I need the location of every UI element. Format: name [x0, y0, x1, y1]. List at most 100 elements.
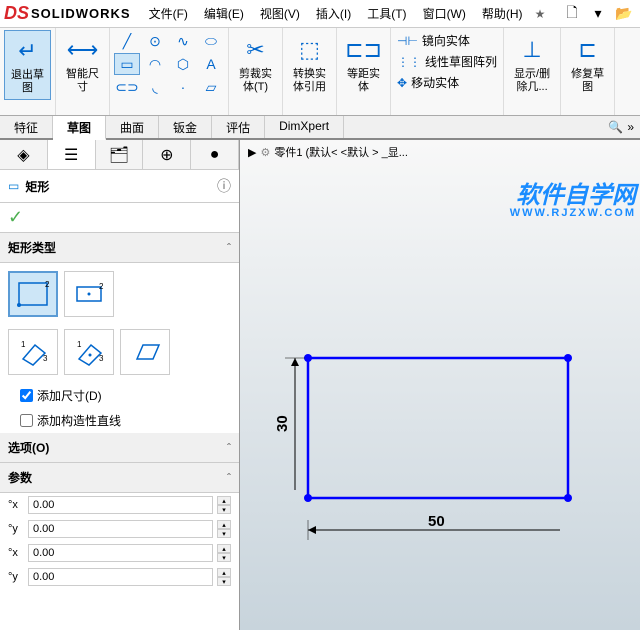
- ribbon: ↵ 退出草 图 ⟷ 智能尺 寸 ╱ ⊙ ∿ ⬭ ▭ ◠ ⬡ A ⊂⊃: [0, 28, 640, 116]
- tab-features[interactable]: 特征: [0, 116, 53, 138]
- move-button[interactable]: ✥ 移动实体: [397, 74, 459, 91]
- slot-icon[interactable]: ⊂⊃: [114, 76, 140, 98]
- point-icon[interactable]: ·: [170, 76, 196, 98]
- repair-button[interactable]: ⊏ 修复草 图: [565, 30, 610, 98]
- menu-file[interactable]: 文件(F): [141, 5, 196, 22]
- app-logo: DS SOLIDWORKS: [4, 3, 131, 24]
- param-y1-input[interactable]: [28, 520, 213, 538]
- menu-insert[interactable]: 插入(I): [308, 5, 359, 22]
- menu-view[interactable]: 视图(V): [252, 5, 308, 22]
- tab-dimxpert[interactable]: DimXpert: [265, 116, 344, 138]
- app-name: SOLIDWORKS: [31, 6, 131, 21]
- menu-help[interactable]: 帮助(H): [474, 5, 531, 22]
- confirm-row: ✓: [0, 203, 239, 233]
- move-label: 移动实体: [411, 74, 459, 91]
- zoom-icon[interactable]: »: [627, 120, 634, 134]
- rect-type-3point-corner[interactable]: 13: [8, 329, 58, 375]
- circle-icon[interactable]: ⊙: [142, 30, 168, 52]
- dimension-height[interactable]: 30: [275, 350, 315, 490]
- fillet-icon[interactable]: ◟: [142, 76, 168, 98]
- dimension-width-value: 50: [428, 513, 445, 530]
- plane-icon[interactable]: ▱: [198, 76, 224, 98]
- dimension-height-value: 30: [275, 415, 291, 432]
- exit-sketch-button[interactable]: ↵ 退出草 图: [4, 30, 51, 100]
- spinner-up[interactable]: ▴: [217, 544, 231, 553]
- tab-surfaces[interactable]: 曲面: [106, 116, 159, 138]
- section-options-label: 选项(O): [8, 439, 49, 456]
- ribbon-group-dimension: ⟷ 智能尺 寸: [56, 28, 110, 115]
- show-hide-button[interactable]: ⊥ 显示/删 除几...: [508, 30, 556, 98]
- ellipse-icon[interactable]: ⬭: [198, 30, 224, 52]
- param-x2-input[interactable]: [28, 544, 213, 562]
- search-icon[interactable]: 🔍: [608, 120, 623, 134]
- offset-icon: ⊏⊐: [348, 34, 380, 66]
- spinner-down[interactable]: ▾: [217, 505, 231, 514]
- spinner-down[interactable]: ▾: [217, 577, 231, 586]
- spinner-down[interactable]: ▾: [217, 553, 231, 562]
- rectangle-panel-icon: ▭: [8, 179, 19, 193]
- sidebar-tab-dimxpert[interactable]: ⊕: [143, 140, 191, 169]
- add-construction-checkbox[interactable]: [20, 414, 33, 427]
- param-y2-input[interactable]: [28, 568, 213, 586]
- arc-icon[interactable]: ◠: [142, 53, 168, 75]
- rect-type-3point-center[interactable]: 13: [64, 329, 114, 375]
- rect-type-parallelogram[interactable]: [120, 329, 170, 375]
- sidebar-tab-appearance[interactable]: ●: [191, 140, 239, 169]
- rect-type-center[interactable]: 2: [64, 271, 114, 317]
- sidebar-tab-config[interactable]: 🗂: [96, 140, 144, 169]
- star-icon[interactable]: ★: [535, 7, 546, 21]
- linear-pattern-button[interactable]: ⋮⋮ 线性草图阵列: [397, 53, 497, 70]
- tab-sheetmetal[interactable]: 钣金: [159, 116, 212, 138]
- repair-icon: ⊏: [572, 34, 604, 66]
- sketch-rectangle[interactable]: [300, 350, 580, 510]
- graphics-area[interactable]: ▶ ⚙ 零件1 (默认< <默认 > _显... 软件自学网 WWW.RJZXW…: [240, 140, 640, 630]
- section-parameters[interactable]: 参数 ˆ: [0, 463, 239, 493]
- mirror-label: 镜向实体: [422, 32, 470, 49]
- tab-evaluate[interactable]: 评估: [212, 116, 265, 138]
- polygon-icon[interactable]: ⬡: [170, 53, 196, 75]
- offset-button[interactable]: ⊏⊐ 等距实 体: [341, 30, 386, 98]
- spinner-up[interactable]: ▴: [217, 496, 231, 505]
- tab-sketch[interactable]: 草图: [53, 116, 106, 140]
- add-construction-label: 添加构造性直线: [37, 412, 121, 429]
- menu-tools[interactable]: 工具(T): [359, 5, 414, 22]
- new-doc-icon[interactable]: 🗋: [560, 3, 584, 25]
- ribbon-group-trim: ✂ 剪裁实 体(T): [229, 28, 283, 115]
- spinner-down[interactable]: ▾: [217, 529, 231, 538]
- trim-button[interactable]: ✂ 剪裁实 体(T): [233, 30, 278, 98]
- sidebar-tabs: ◈ ☰ 🗂 ⊕ ●: [0, 140, 239, 170]
- menu-window[interactable]: 窗口(W): [415, 5, 474, 22]
- line-icon[interactable]: ╱: [114, 30, 140, 52]
- sidebar-tab-feature[interactable]: ◈: [0, 140, 48, 169]
- dimension-width[interactable]: 50: [300, 510, 560, 550]
- watermark: 软件自学网 WWW.RJZXW.COM: [510, 184, 636, 219]
- svg-text:3: 3: [99, 354, 104, 363]
- smart-dimension-button[interactable]: ⟷ 智能尺 寸: [60, 30, 105, 98]
- open-icon[interactable]: 📂: [612, 3, 636, 25]
- param-x1-input[interactable]: [28, 496, 213, 514]
- help-icon[interactable]: ⓘ: [217, 176, 231, 196]
- text-icon[interactable]: A: [198, 53, 224, 75]
- sidebar-tab-property[interactable]: ☰: [48, 140, 96, 169]
- convert-button[interactable]: ⬚ 转换实 体引用: [287, 30, 332, 98]
- dropdown-icon[interactable]: ▾: [586, 3, 610, 25]
- show-hide-icon: ⊥: [516, 34, 548, 66]
- section-options[interactable]: 选项(O) ˆ: [0, 433, 239, 463]
- rectangle-icon[interactable]: ▭: [114, 53, 140, 75]
- rect-type-corner[interactable]: 2: [8, 271, 58, 317]
- param-x1-row: °x ▴▾: [0, 493, 239, 517]
- section-parameters-label: 参数: [8, 469, 32, 486]
- svg-text:1: 1: [21, 340, 26, 349]
- spinner-up[interactable]: ▴: [217, 520, 231, 529]
- confirm-button[interactable]: ✓: [8, 207, 23, 227]
- convert-label: 转换实 体引用: [293, 68, 326, 94]
- param-y-label: °y: [8, 523, 24, 535]
- feature-tree-flyout[interactable]: ▶ ⚙ 零件1 (默认< <默认 > _显...: [248, 144, 408, 160]
- section-rect-type[interactable]: 矩形类型 ˆ: [0, 233, 239, 263]
- ribbon-group-exit: ↵ 退出草 图: [0, 28, 56, 115]
- spinner-up[interactable]: ▴: [217, 568, 231, 577]
- spline-icon[interactable]: ∿: [170, 30, 196, 52]
- menu-edit[interactable]: 编辑(E): [196, 5, 252, 22]
- add-dimension-checkbox[interactable]: [20, 389, 33, 402]
- mirror-button[interactable]: ⊣⊢ 镜向实体: [397, 32, 470, 49]
